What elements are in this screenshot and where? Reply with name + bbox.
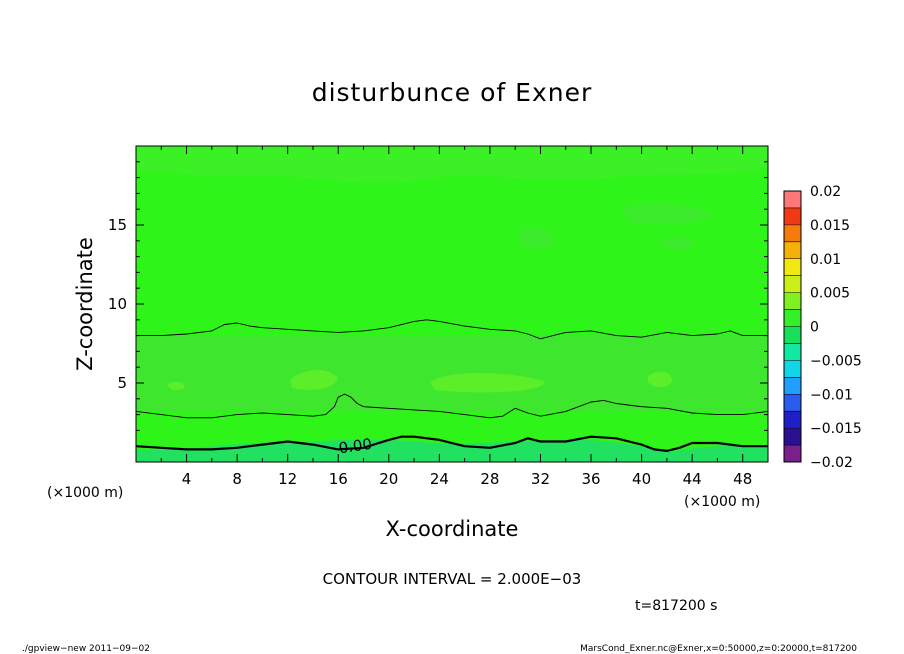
colorbar-segment — [784, 224, 801, 242]
contour-line-zero — [136, 435, 768, 452]
field-blob-3 — [648, 371, 673, 388]
colorbar-segment — [784, 191, 801, 208]
field-blob-1 — [290, 370, 338, 390]
field-mid-band — [136, 336, 768, 412]
colorbar-tick-label: −0.005 — [810, 353, 862, 369]
colorbar-tick-label: 0.01 — [810, 252, 841, 268]
x-tick-label: 8 — [232, 470, 242, 488]
contour-label: 0.00 — [338, 435, 374, 457]
x-tick-label: 32 — [531, 470, 550, 488]
x-tick-label: 36 — [581, 470, 600, 488]
x-axis-ticks: 4 8 12 16 20 24 28 32 36 40 44 48 — [135, 146, 769, 488]
x-tick-label: 40 — [632, 470, 651, 488]
colorbar-tick-label: −0.015 — [810, 421, 862, 437]
colorbar-segment — [784, 360, 801, 378]
x-tick-label: 24 — [430, 470, 449, 488]
contour-lines — [136, 319, 768, 452]
colorbar-segment — [784, 292, 801, 310]
colorbar-segment — [784, 394, 801, 412]
colorbar-segment — [784, 275, 801, 293]
colorbar — [783, 190, 802, 463]
y-axis-ticks: 5 10 15 — [108, 145, 768, 463]
colorbar-tick-label: 0.015 — [810, 218, 850, 234]
colorbar-tick-label: 0.02 — [810, 184, 841, 200]
colorbar-segment — [784, 241, 801, 259]
x-tick-label: 48 — [733, 470, 752, 488]
colorbar-segment — [784, 428, 801, 446]
colorbar-tick-label: 0.005 — [810, 286, 850, 302]
footer-right: MarsCond_Exner.nc@Exner,x=0:50000,z=0:20… — [580, 644, 857, 654]
y-tick-label: 5 — [117, 374, 127, 392]
plot-area — [136, 146, 768, 462]
field-patch-c — [660, 237, 693, 250]
x-unit-label-right: (×1000 m) — [684, 494, 760, 510]
y-tick-label: 10 — [108, 295, 127, 313]
y-axis-label: Z-coordinate — [73, 237, 97, 371]
field-lower-band — [136, 439, 768, 462]
time-text: t=817200 s — [635, 598, 717, 614]
colorbar-segment — [784, 377, 801, 395]
x-tick-label: 16 — [329, 470, 348, 488]
colorbar-segment — [784, 309, 801, 327]
contour-interval-text: CONTOUR INTERVAL = 2.000E−03 — [323, 570, 582, 588]
contour-line-middle — [136, 393, 768, 419]
colorbar-labels: 0.02 0.015 0.01 0.005 0 −0.005 −0.01 −0.015 −0.0… — [810, 184, 862, 471]
x-tick-label: 44 — [683, 470, 702, 488]
contour-line-upper — [136, 319, 768, 340]
colorbar-segment — [784, 343, 801, 361]
x-tick-label: 20 — [379, 470, 398, 488]
colorbar-segment — [784, 411, 801, 429]
field-blob-4 — [168, 381, 185, 391]
colorbar-tick-label: −0.01 — [810, 387, 853, 403]
x-tick-label: 28 — [480, 470, 499, 488]
field-patch-b — [622, 203, 712, 224]
x-tick-label: 12 — [278, 470, 297, 488]
field-patch-a — [520, 227, 554, 249]
y-tick-label: 15 — [108, 216, 127, 234]
x-axis-label: X-coordinate — [386, 517, 519, 541]
chart-title: disturbunce of Exner — [312, 78, 593, 107]
colorbar-segment — [784, 326, 801, 344]
x-unit-label-left: (×1000 m) — [47, 485, 123, 501]
field-upper-band — [136, 146, 768, 184]
footer-left: ./gpview−new 2011−09−02 — [22, 644, 150, 654]
colorbar-tick-label: −0.02 — [810, 455, 853, 471]
colorbar-tick-label: 0 — [810, 320, 819, 336]
colorbar-segment — [784, 207, 801, 225]
field-blob-2 — [430, 372, 545, 393]
x-tick-label: 4 — [182, 470, 192, 488]
colorbar-segment — [784, 445, 801, 462]
field-base — [136, 146, 768, 462]
colorbar-segment — [784, 258, 801, 276]
